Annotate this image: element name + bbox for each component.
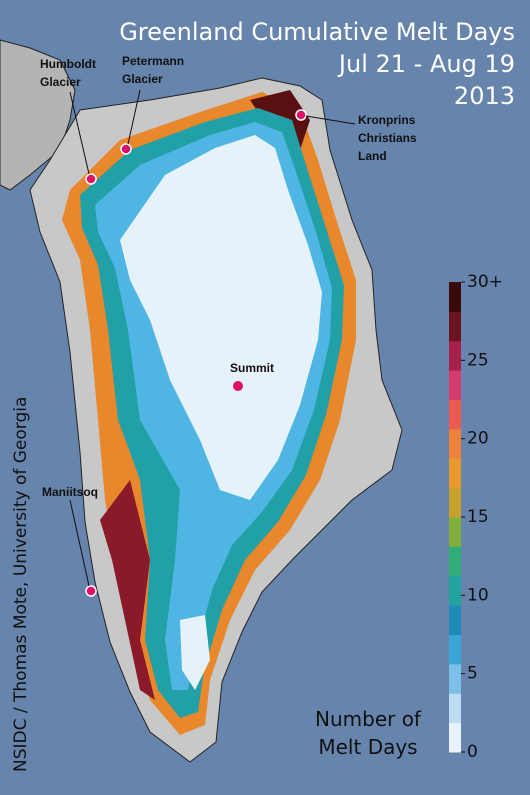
site-marker	[233, 381, 243, 391]
colorbar-tick-label: 10	[467, 585, 489, 605]
place-label: Glacier	[40, 75, 81, 89]
place-label: Glacier	[122, 72, 163, 86]
colorbar-tick-label: 5	[467, 664, 478, 684]
site-marker	[85, 173, 97, 185]
pointer	[127, 89, 141, 145]
colorbar-segment	[449, 634, 461, 665]
place-label: Christians	[358, 131, 417, 145]
pointer	[69, 91, 90, 175]
pointer	[69, 499, 90, 587]
subtitle: Jul 21 - Aug 19	[337, 50, 515, 78]
place-label: Kronprins	[358, 113, 416, 127]
site-marker	[120, 143, 132, 155]
place-label: Maniitsoq	[42, 485, 98, 499]
colorbar-tick-label: 25	[467, 350, 489, 370]
legend-title: Melt Days	[318, 735, 417, 759]
colorbar-tick-label: 20	[467, 429, 489, 449]
colorbar-segment	[449, 546, 461, 577]
no-melt	[120, 135, 322, 500]
colorbar-segment	[449, 399, 461, 430]
credit: NSIDC / Thomas Mote, University of Georg…	[11, 397, 31, 772]
colorbar-segment	[449, 693, 461, 724]
colorbar-segment	[449, 487, 461, 518]
colorbar-segment	[449, 428, 461, 459]
colorbar-segment	[449, 663, 461, 694]
colorbar-segment	[449, 458, 461, 489]
colorbar-segment	[449, 605, 461, 635]
colorbar-segment	[449, 517, 461, 547]
colorbar-segment	[449, 370, 461, 400]
title: Greenland Cumulative Melt Days	[119, 18, 515, 46]
place-label: Petermann	[122, 54, 184, 68]
legend-title: Number of	[315, 707, 422, 731]
melt-peak	[100, 480, 155, 700]
place-label: Land	[358, 149, 387, 163]
pointer	[305, 115, 356, 125]
colorbar-segment	[449, 340, 461, 371]
year: 2013	[454, 82, 515, 110]
colorbar-segment	[449, 722, 461, 753]
colorbar-tick-label: 30+	[467, 272, 503, 292]
colorbar-tick-label: 15	[467, 507, 489, 527]
place-label: Summit	[230, 361, 274, 375]
site-marker	[85, 585, 97, 597]
colorbar-segment	[449, 575, 461, 606]
place-label: Humboldt	[40, 57, 96, 71]
no-melt	[180, 615, 210, 690]
colorbar-segment	[449, 311, 461, 342]
colorbar-tick-label: 0	[467, 742, 478, 762]
colorbar-segment	[449, 282, 461, 312]
site-marker	[295, 109, 307, 121]
